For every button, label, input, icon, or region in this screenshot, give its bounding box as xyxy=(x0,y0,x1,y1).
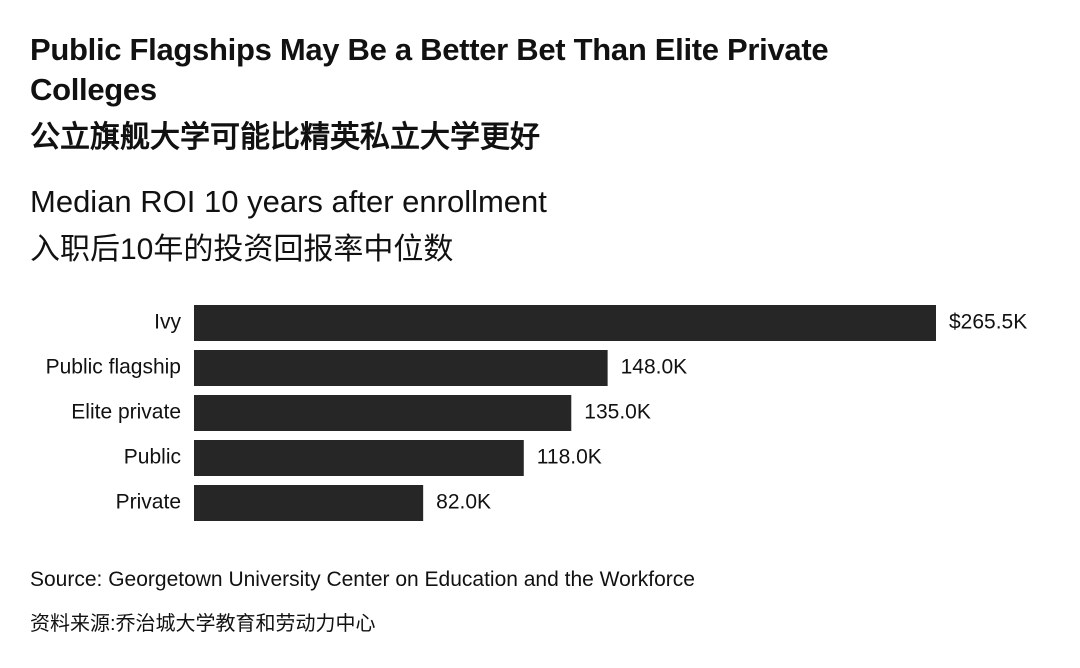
bar xyxy=(194,350,608,386)
value-label: 148.0K xyxy=(621,356,688,379)
category-label: Elite private xyxy=(71,401,181,424)
bar xyxy=(194,485,424,521)
category-label: Ivy xyxy=(154,311,181,334)
value-label: 135.0K xyxy=(584,401,651,424)
chart-title: Public Flagships May Be a Better Bet Tha… xyxy=(30,32,829,107)
value-label: 118.0K xyxy=(537,446,602,469)
category-label: Public xyxy=(124,446,181,469)
category-label: Public flagship xyxy=(46,356,181,379)
chart-subtitle-cn: 入职后10年的投资回报率中位数 xyxy=(30,233,454,266)
value-label: $265.5K xyxy=(949,311,1027,334)
chart-subtitle: Median ROI 10 years after enrollment xyxy=(30,184,547,219)
bar xyxy=(194,395,572,431)
source: Source: Georgetown University Center on … xyxy=(30,568,695,591)
source-cn: 资料来源:乔治城大学教育和劳动力中心 xyxy=(30,613,376,635)
category-label: Private xyxy=(116,491,181,514)
bar xyxy=(194,440,524,476)
chart-title-cn: 公立旗舰大学可能比精英私立大学更好 xyxy=(30,121,540,154)
chart: Ivy $265.5K Public flagship 148.0K Elite pri… xyxy=(46,305,1027,521)
bar xyxy=(194,305,936,341)
value-label: 82.0K xyxy=(436,491,491,514)
